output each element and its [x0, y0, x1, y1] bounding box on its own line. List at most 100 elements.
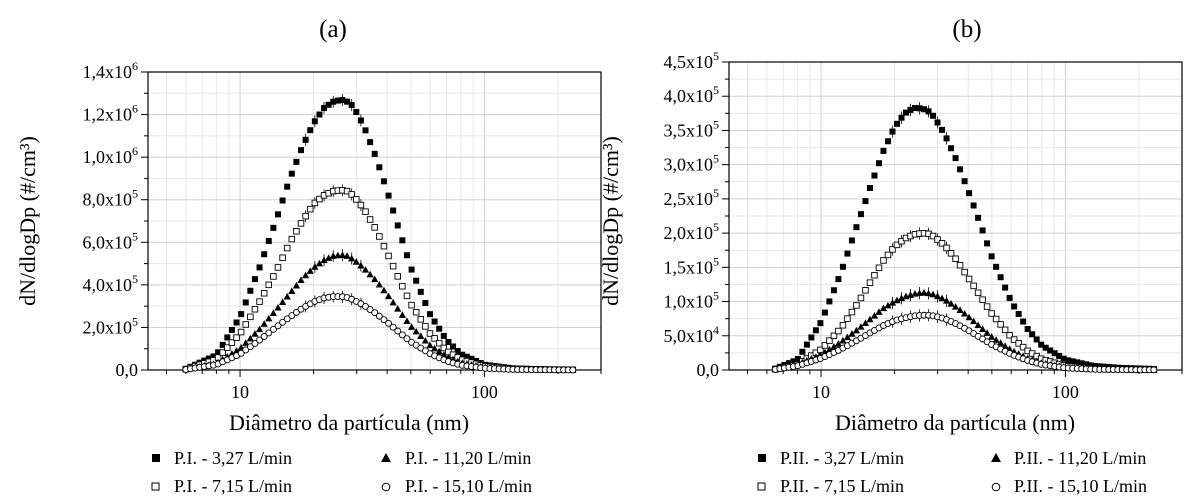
data-point	[979, 296, 986, 303]
data-point	[320, 256, 328, 264]
data-point	[228, 339, 236, 346]
data-point	[943, 135, 950, 142]
legend-a-marker-open-square	[151, 482, 160, 491]
data-point	[278, 298, 287, 306]
data-point	[417, 288, 424, 295]
legend-b-entry-2: P.II. - 11,20 L/min	[991, 448, 1146, 468]
data-point	[459, 351, 466, 358]
data-point	[1020, 318, 1027, 325]
data-point	[893, 241, 901, 249]
legend-a-entry-3: P.I. - 7,15 L/min	[151, 476, 292, 496]
data-point	[1047, 347, 1054, 354]
data-point	[399, 282, 406, 290]
data-point	[1065, 357, 1072, 364]
data-point	[362, 127, 369, 134]
y-tick-label: 4,5x105	[664, 49, 720, 72]
data-point	[974, 289, 982, 297]
data-point	[862, 287, 869, 294]
data-point	[920, 289, 928, 296]
data-point	[903, 109, 910, 116]
data-point	[279, 318, 287, 326]
legend-b-label-4: P.II. - 15,10 L/min	[1014, 476, 1147, 496]
data-point	[843, 333, 852, 341]
data-point	[839, 336, 847, 344]
data-point	[361, 266, 370, 273]
legend-a-marker-filled-square	[152, 454, 160, 462]
y-tick-label: 4,0x105	[83, 272, 139, 295]
data-point	[228, 326, 235, 333]
data-point	[934, 119, 941, 126]
data-point	[421, 336, 429, 344]
data-point	[260, 320, 268, 327]
panel-b-series	[771, 102, 1158, 374]
data-point	[893, 296, 901, 304]
data-point	[412, 327, 420, 335]
data-point	[889, 128, 896, 135]
data-point	[1024, 326, 1031, 333]
panel-a-series	[182, 94, 577, 374]
legend-a-entry-4: P.I. - 15,10 L/min	[381, 476, 532, 496]
data-point	[965, 313, 973, 321]
panel-b-x-axis-label: Diâmetro da partícula (nm)	[835, 410, 1075, 435]
legend-b-label-3: P.II. - 7,15 L/min	[780, 476, 904, 496]
data-point	[426, 341, 434, 349]
data-point	[875, 160, 882, 167]
data-point	[256, 264, 263, 271]
data-point	[988, 310, 995, 317]
data-point	[951, 302, 960, 310]
data-point	[219, 341, 226, 348]
data-point	[812, 327, 819, 334]
legend-a-label-3: P.I. - 7,15 L/min	[174, 476, 292, 496]
x-tick-label: 10	[812, 382, 830, 402]
y-tick-label: 1,0x106	[83, 144, 139, 167]
data-point	[389, 298, 397, 306]
legend-a-label-2: P.I. - 11,20 L/min	[405, 448, 531, 468]
legend-b-entry-3: P.II. - 7,15 L/min	[757, 476, 904, 496]
data-point	[398, 311, 406, 318]
data-point	[898, 114, 905, 121]
panel-b-y-axis-label: dN/dlogDp (#/cm³)	[598, 136, 623, 306]
data-point	[366, 216, 374, 223]
data-point	[871, 172, 878, 179]
legend-b-marker-filled-triangle	[991, 453, 1001, 462]
data-point	[260, 333, 268, 340]
data-point	[403, 252, 410, 259]
data-point	[1019, 343, 1027, 351]
data-point	[1002, 284, 1009, 291]
data-point	[274, 322, 282, 330]
data-point	[407, 323, 416, 330]
data-point	[224, 334, 231, 341]
panel-b-yticks: 0,0 5,0x104 1,0x105 1,5x105 2,0x105 2,5x105 3,…	[664, 49, 729, 380]
data-point	[826, 298, 833, 305]
data-point	[1056, 352, 1063, 359]
data-point	[371, 275, 379, 283]
data-point	[1006, 294, 1013, 301]
data-point	[348, 191, 355, 198]
data-point	[422, 300, 429, 307]
data-point	[293, 228, 300, 235]
legend-a-label-4: P.I. - 15,10 L/min	[405, 476, 532, 496]
data-point	[930, 112, 937, 119]
data-point	[984, 240, 991, 247]
data-point	[265, 329, 273, 337]
data-point	[403, 335, 411, 343]
data-point	[857, 294, 865, 302]
data-point	[251, 276, 258, 283]
data-point	[274, 303, 282, 311]
data-point	[256, 298, 263, 305]
data-point	[826, 337, 833, 344]
data-point	[866, 279, 874, 286]
data-point	[205, 355, 212, 362]
data-point	[288, 170, 295, 177]
data-point	[1083, 361, 1090, 368]
y-tick-label: 3,0x105	[664, 152, 720, 175]
data-point	[431, 335, 438, 342]
data-point	[884, 251, 892, 259]
data-point	[821, 309, 828, 316]
data-point	[866, 315, 874, 323]
data-point	[316, 111, 323, 118]
data-point	[283, 315, 291, 323]
data-point	[993, 263, 1000, 270]
data-point	[821, 342, 829, 349]
data-point	[283, 244, 291, 252]
